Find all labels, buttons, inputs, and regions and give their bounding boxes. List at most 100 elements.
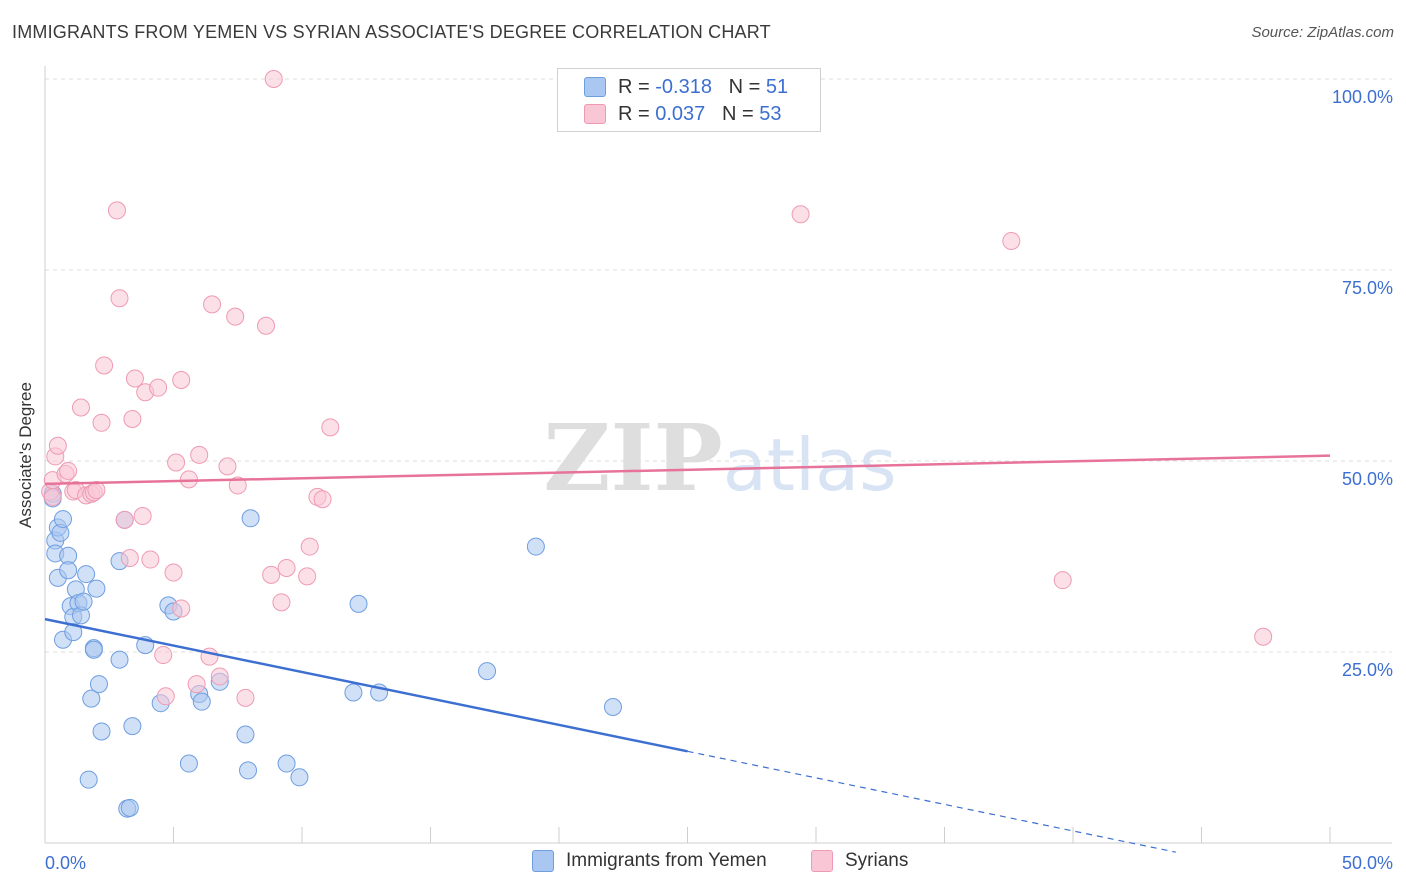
data-point: [349, 594, 368, 613]
data-point: [43, 487, 62, 506]
data-point: [167, 453, 186, 472]
legend-text-yemen: R = -0.318 N = 51: [618, 76, 788, 99]
data-point: [87, 579, 106, 598]
legend-swatch-yemen: [584, 77, 606, 97]
series-yemen: [43, 484, 622, 818]
trend-line-yemen-extension: [687, 750, 1176, 853]
legend-swatch-syrians: [584, 104, 606, 124]
data-point: [236, 688, 255, 707]
data-point: [107, 201, 126, 220]
legend-r-label: R =: [618, 102, 650, 125]
data-point: [123, 409, 142, 428]
data-point: [92, 722, 111, 741]
data-point: [526, 537, 545, 556]
data-point: [71, 398, 90, 417]
watermark: ZIPatlas: [543, 404, 896, 512]
data-point: [123, 717, 142, 736]
legend-text-syrians: R = 0.037 N = 53: [618, 103, 781, 126]
data-point: [190, 445, 209, 464]
data-point: [300, 537, 319, 556]
y-axis-label: Associate's Degree: [16, 382, 35, 528]
data-point: [133, 507, 152, 526]
data-point: [239, 761, 258, 780]
data-point: [264, 70, 283, 88]
data-point: [95, 356, 114, 375]
data-point: [262, 565, 281, 584]
data-point: [110, 650, 129, 669]
data-point: [74, 592, 93, 611]
x-tick-label: 50.0%: [1342, 853, 1393, 873]
data-point: [290, 768, 309, 787]
y-tick-label: 25.0%: [1342, 660, 1393, 680]
data-point: [210, 667, 229, 686]
data-point: [478, 662, 497, 681]
data-point: [226, 307, 245, 326]
data-point: [228, 476, 247, 495]
y-tick-label: 100.0%: [1332, 87, 1393, 107]
data-point: [179, 470, 198, 489]
data-point: [59, 561, 78, 580]
data-point: [115, 510, 134, 529]
data-point: [110, 289, 129, 308]
data-point: [120, 549, 139, 568]
data-point: [1053, 571, 1072, 590]
data-point: [218, 457, 237, 476]
series-legend-item-syrians: Syrians: [811, 850, 908, 872]
legend-r-value-syrians: 0.037: [655, 102, 706, 125]
data-point: [298, 567, 317, 586]
data-point: [236, 725, 255, 744]
data-point: [77, 565, 96, 584]
source-label: Source: ZipAtlas.com: [1251, 24, 1394, 41]
series-legend-swatch-yemen: [532, 850, 554, 872]
data-point: [92, 413, 111, 432]
data-point: [120, 798, 139, 817]
series-legend-label-syrians: Syrians: [845, 850, 909, 871]
data-point: [272, 593, 291, 612]
data-point: [64, 623, 83, 642]
legend-r-value-yemen: -0.318: [655, 75, 712, 98]
y-tick-label: 50.0%: [1342, 469, 1393, 489]
series-legend: Immigrants from Yemen Syrians: [0, 850, 1406, 878]
data-point: [82, 689, 101, 708]
data-point: [149, 378, 168, 397]
data-point: [53, 510, 72, 529]
data-point: [154, 646, 173, 665]
data-point: [48, 436, 67, 455]
data-point: [187, 675, 206, 694]
data-point: [791, 205, 810, 224]
data-point: [141, 550, 160, 569]
y-tick-label: 75.0%: [1342, 278, 1393, 298]
legend-n-label: N =: [721, 102, 754, 125]
data-point: [277, 558, 296, 577]
data-point: [84, 640, 103, 659]
data-point: [321, 418, 340, 437]
data-point: [257, 316, 276, 335]
series-legend-label-yemen: Immigrants from Yemen: [566, 850, 767, 871]
data-point: [79, 770, 98, 789]
data-point: [277, 754, 296, 773]
data-point: [1002, 231, 1021, 250]
data-point: [1254, 627, 1273, 646]
trend-line-yemen: [44, 617, 688, 753]
legend-n-value-syrians: 53: [759, 102, 782, 125]
data-point: [164, 563, 183, 582]
x-tick-label: 0.0%: [45, 853, 86, 873]
trend-line-syrians: [44, 454, 1331, 486]
legend-n-value-yemen: 51: [765, 75, 789, 98]
series-syrians: [41, 70, 1273, 707]
data-point: [179, 754, 198, 773]
series-legend-item-yemen: Immigrants from Yemen: [532, 850, 767, 872]
data-point: [203, 295, 222, 314]
data-point: [192, 692, 211, 711]
data-point: [125, 369, 144, 388]
data-point: [603, 698, 622, 717]
data-point: [344, 683, 363, 702]
data-point: [156, 687, 175, 706]
series-legend-swatch-syrians: [811, 850, 833, 872]
data-point: [172, 599, 191, 618]
legend-n-label: N =: [728, 75, 761, 98]
data-point: [59, 461, 78, 480]
watermark-zip: ZIP: [543, 404, 722, 512]
data-point: [313, 490, 332, 509]
